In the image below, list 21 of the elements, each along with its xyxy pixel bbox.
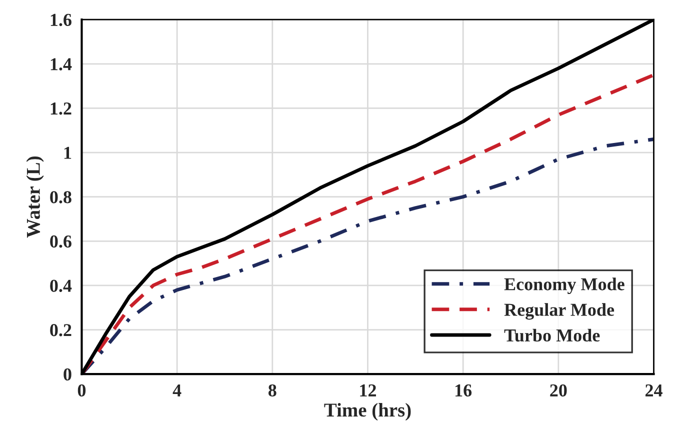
y-tick-label: 1.2 — [50, 102, 72, 115]
x-tick-label: 24 — [645, 384, 662, 396]
y-tick-label: 1 — [64, 146, 72, 159]
x-axis-title: Time (hrs) — [324, 402, 411, 421]
x-tick-label: 4 — [172, 384, 182, 396]
y-tick-label: 1.6 — [50, 14, 72, 26]
y-tick-label: 0 — [64, 368, 72, 381]
y-axis-title: Water (L) — [26, 156, 44, 238]
y-tick-label: 0.2 — [50, 324, 72, 336]
legend-label: Economy Mode — [504, 278, 624, 294]
x-tick-label: 20 — [550, 384, 567, 397]
legend-label: Turbo Mode — [504, 328, 600, 342]
y-tick-label: 0.6 — [50, 235, 72, 248]
x-tick-label: 0 — [78, 384, 86, 397]
x-tick-label: 8 — [268, 384, 276, 397]
legend-label: Regular Mode — [504, 303, 614, 320]
y-tick-label: 1.4 — [50, 58, 72, 70]
y-tick-label: 0.4 — [50, 280, 72, 292]
x-tick-label: 12 — [360, 384, 376, 396]
y-tick-label: 0.8 — [50, 191, 72, 204]
x-tick-label: 16 — [456, 384, 472, 397]
